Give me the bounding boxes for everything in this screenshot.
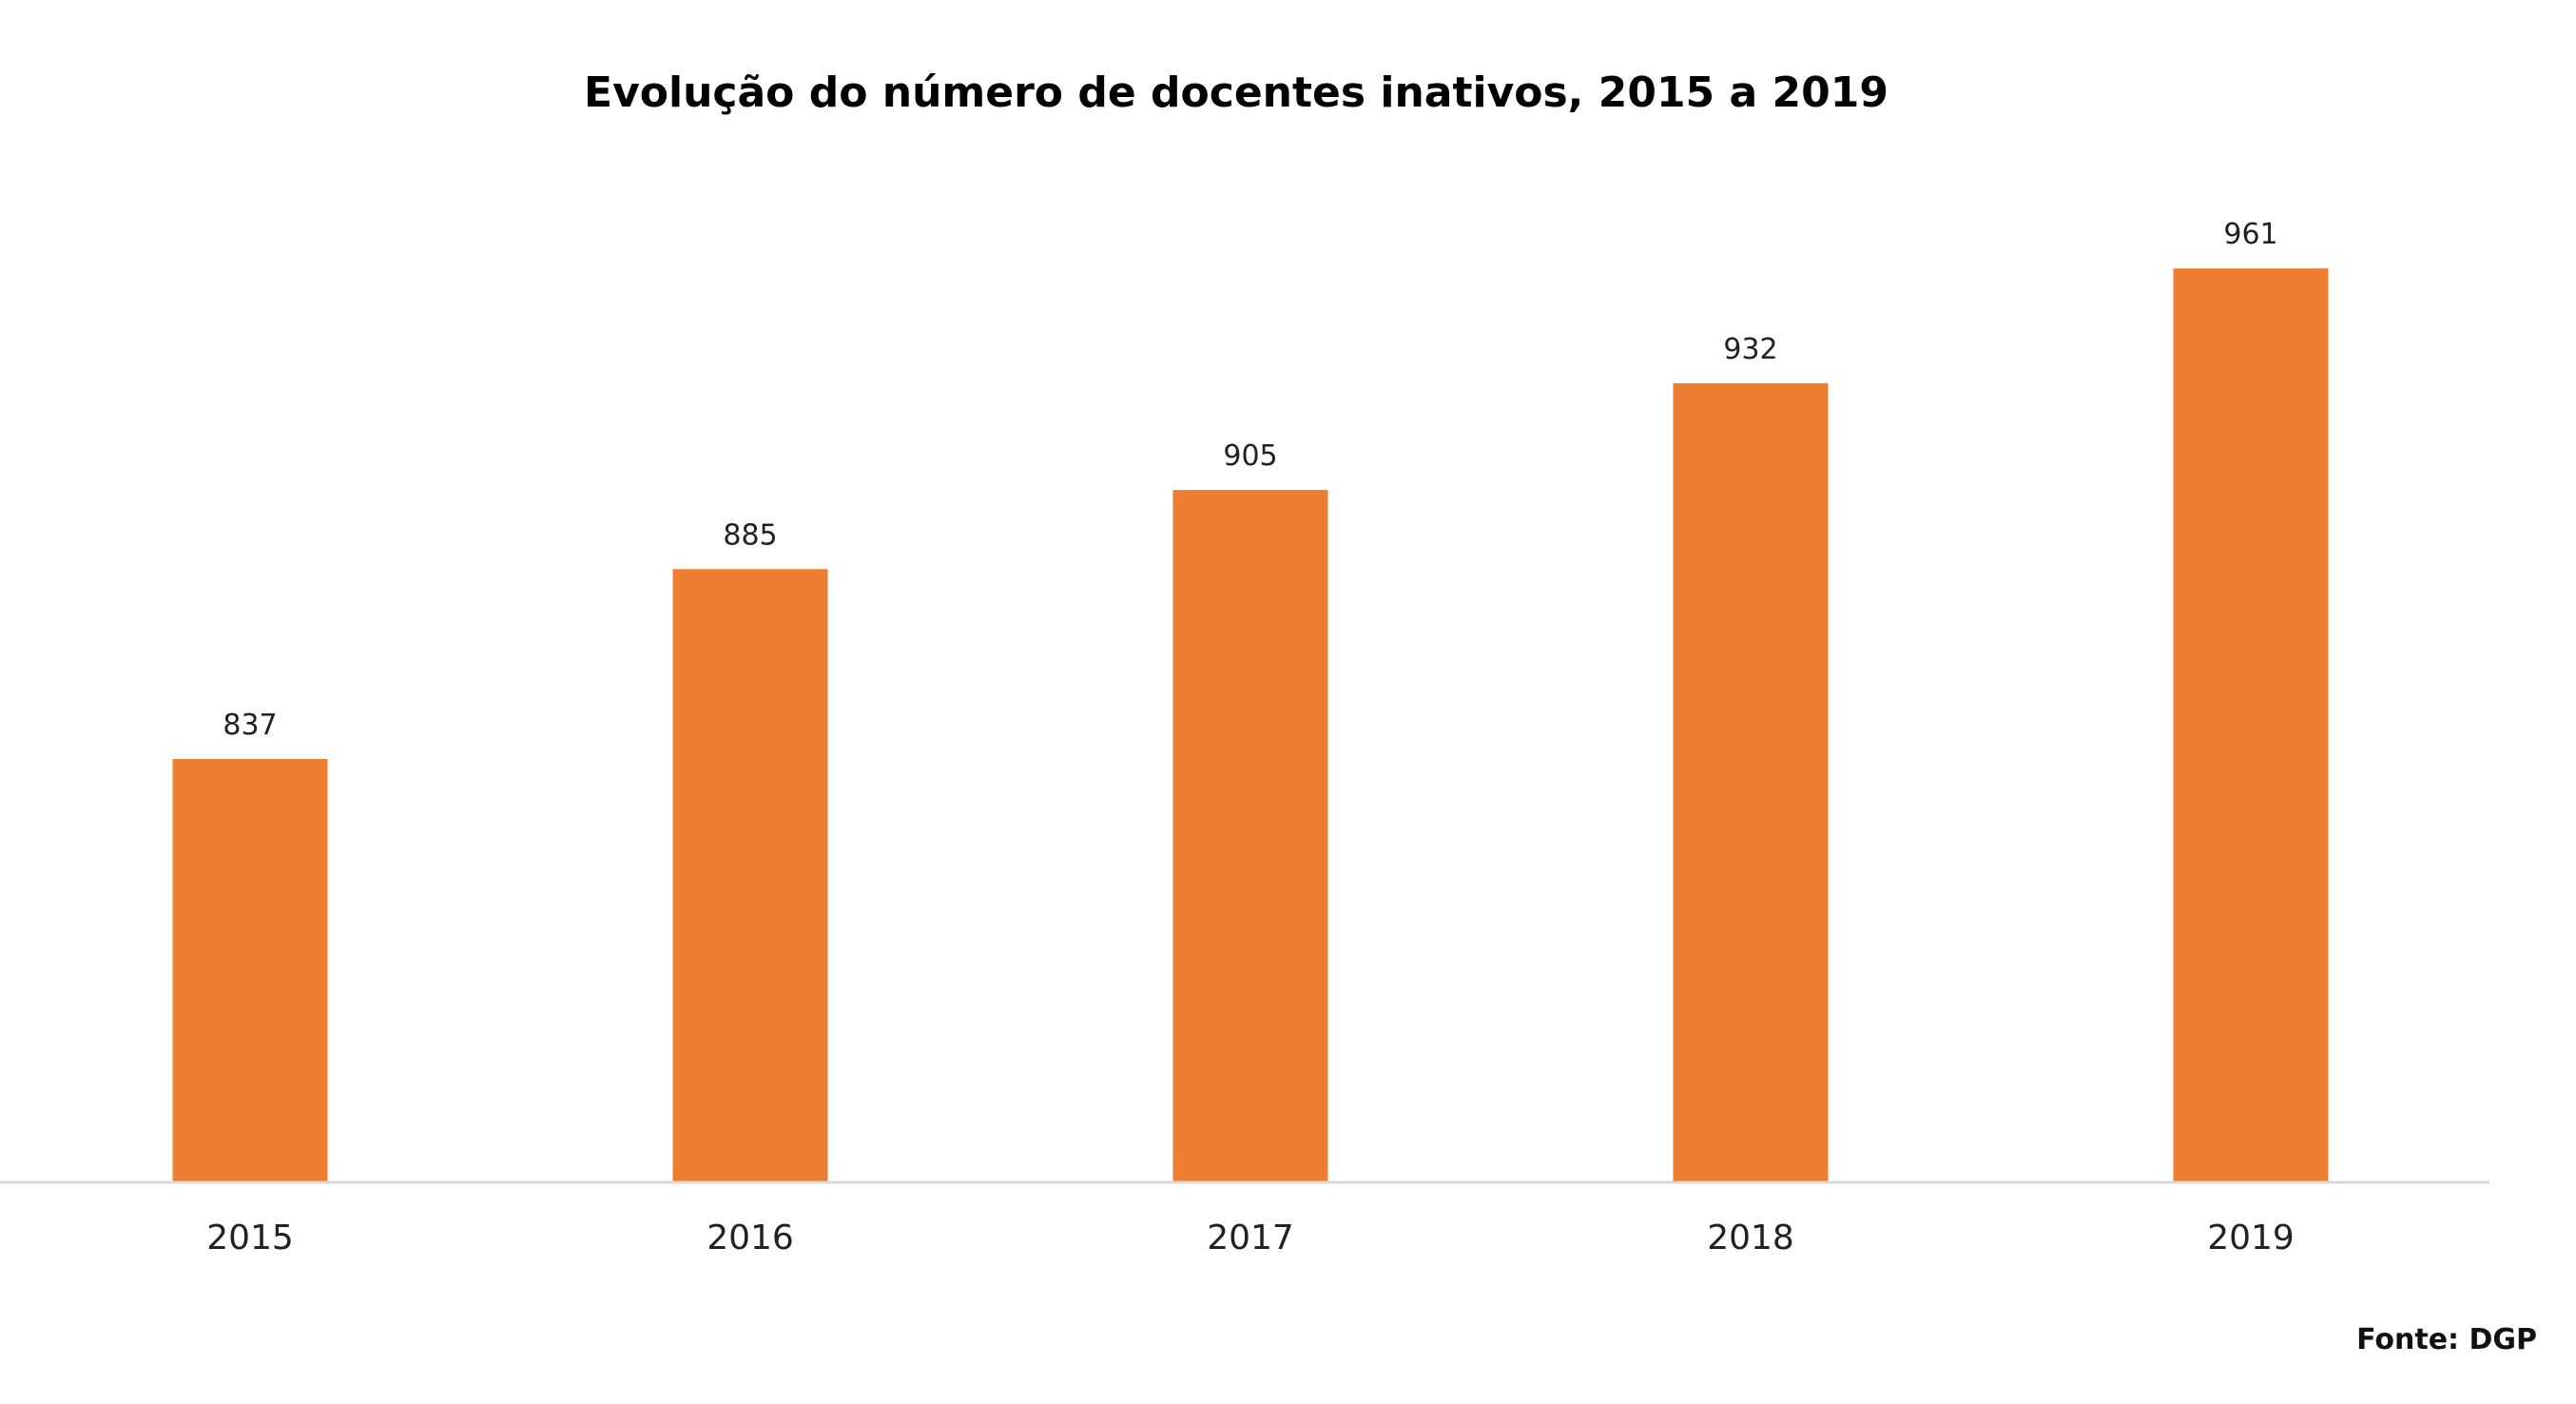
- data-label-2019: 961: [2223, 218, 2277, 251]
- bar-2016: [672, 569, 828, 1182]
- data-label-2016: 885: [723, 518, 777, 552]
- data-label-2015: 837: [223, 709, 277, 742]
- x-tick-labels-group: 2015 2016 2017 2018 2019: [206, 1219, 2295, 1258]
- chart-title: Evolução do número de docentes inativos,…: [584, 68, 1888, 117]
- bar-2017: [1172, 490, 1328, 1182]
- bar-2019: [2173, 268, 2329, 1182]
- x-tick-label-2018: 2018: [1707, 1219, 1794, 1258]
- data-label-2018: 932: [1723, 333, 1777, 366]
- source-note: Fonte: DGP: [2356, 1323, 2537, 1356]
- data-label-2017: 905: [1223, 439, 1277, 473]
- bar-2018: [1673, 382, 1829, 1183]
- data-labels-group: 837 885 905 932 961: [223, 218, 2277, 742]
- x-tick-label-2019: 2019: [2207, 1219, 2295, 1258]
- bar-2015: [172, 758, 328, 1182]
- x-tick-label-2015: 2015: [206, 1219, 294, 1258]
- x-tick-label-2016: 2016: [707, 1219, 794, 1258]
- x-tick-label-2017: 2017: [1207, 1219, 1294, 1258]
- bars-group: [172, 268, 2329, 1183]
